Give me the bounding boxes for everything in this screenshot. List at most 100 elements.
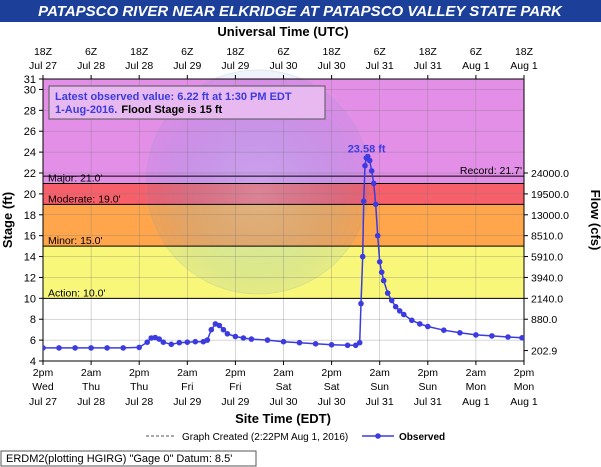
y-tick-label: 14	[24, 252, 36, 264]
y-tick-label: 18	[24, 210, 36, 222]
x-tick-day: Mon	[466, 381, 487, 393]
top-tick-date: Jul 30	[318, 60, 346, 72]
x-tick-time: 2am	[369, 367, 390, 379]
top-tick-time: 18Z	[34, 46, 53, 58]
top-tick-time: 6Z	[374, 46, 387, 58]
observed-point	[417, 321, 423, 327]
observed-point	[368, 168, 375, 174]
x-tick-time: 2am	[273, 367, 294, 379]
right-tick-label: 3940.0	[531, 272, 563, 284]
latest-date: 1-Aug-2016.	[55, 104, 117, 116]
observed-point	[224, 331, 231, 337]
observed-point	[240, 335, 247, 341]
top-tick-time: 18Z	[515, 46, 534, 58]
threshold-label-major: Major: 21.0'	[48, 172, 103, 184]
observed-point	[489, 333, 495, 339]
y-tick-label: 22	[24, 168, 36, 180]
observed-point	[104, 345, 110, 351]
top-tick-date: Jul 28	[125, 60, 153, 72]
observed-point	[380, 277, 387, 284]
top-tick-time: 6Z	[181, 46, 194, 58]
x-tick-time: 2pm	[129, 367, 150, 379]
noaa-logo-icon	[146, 70, 370, 294]
top-tick-date: Jul 31	[414, 60, 442, 72]
right-tick-label: 202.9	[531, 346, 557, 358]
top-tick-time: 6Z	[277, 46, 290, 58]
observed-point	[362, 162, 368, 169]
observed-point	[366, 157, 373, 164]
right-tick-label: 24000.0	[531, 168, 569, 180]
x-tick-time: 2pm	[514, 367, 535, 379]
latest-date-text: 1-Aug-2016. Flood Stage is 15 ft	[55, 104, 223, 116]
observed-point	[356, 339, 363, 346]
top-tick-time: 18Z	[323, 46, 342, 58]
top-tick-time: 18Z	[419, 46, 438, 58]
top-tick-date: Jul 29	[173, 60, 201, 72]
x-tick-day: Sat	[276, 381, 292, 393]
right-tick-label: 19500.0	[531, 189, 569, 201]
y-tick-label: 6	[30, 335, 36, 347]
noaa-watermark	[145, 69, 371, 295]
x-tick-date: Jul 31	[414, 396, 442, 408]
observed-point	[160, 339, 167, 346]
top-tick-time: 6Z	[85, 46, 98, 58]
x-tick-time: 2pm	[225, 367, 246, 379]
x-tick-date: Jul 28	[125, 396, 153, 408]
x-tick-day: Thu	[82, 381, 100, 393]
observed-point	[374, 232, 381, 239]
x-tick-time: 2pm	[321, 367, 342, 379]
observed-series	[43, 153, 524, 351]
threshold-lines: Action: 10.0' Minor: 15.0' Moderate: 19.0'…	[43, 165, 524, 299]
legend-observed: Observed	[399, 432, 445, 443]
observed-point	[43, 345, 46, 351]
observed-point	[72, 345, 78, 351]
observed-point	[359, 253, 366, 260]
x-tick-date: Jul 29	[221, 396, 249, 408]
observed-point	[232, 333, 239, 340]
flood-stage-text: Flood Stage is 15 ft	[121, 104, 222, 116]
right-tick-label: 8510.0	[531, 231, 563, 243]
left-axis-title: Stage (ft)	[0, 192, 15, 248]
y-tick-label: 24	[24, 147, 36, 159]
observed-point	[312, 341, 319, 347]
observed-point	[388, 297, 395, 304]
y-tick-label: 20	[24, 189, 36, 201]
x-tick-day: Mon	[514, 381, 535, 393]
x-tick-time: 2am	[81, 367, 102, 379]
observed-point	[505, 334, 511, 340]
top-tick-date: Jul 28	[77, 60, 105, 72]
legend: Graph Created (2:22PM Aug 1, 2016) Obser…	[146, 432, 445, 443]
top-tick-time: 18Z	[130, 46, 149, 58]
observed-point	[192, 338, 199, 345]
right-tick-label: 13000.0	[531, 210, 569, 222]
observed-point	[168, 341, 175, 348]
right-tick-label: 880.0	[531, 314, 557, 326]
y-tick-label: 12	[24, 272, 36, 284]
y-tick-label: 8	[30, 314, 36, 326]
title-banner	[0, 0, 601, 22]
x-tick-date: Jul 28	[77, 396, 105, 408]
y-tick-label: 4	[30, 356, 36, 368]
y-tick-label: 10	[24, 293, 36, 305]
threshold-label-action: Action: 10.0'	[48, 287, 105, 299]
observed-point	[88, 345, 94, 351]
right-tick-label: 2140.0	[531, 293, 563, 305]
observed-point	[473, 332, 479, 338]
observed-point	[296, 339, 303, 346]
observed-point	[220, 326, 227, 333]
top-tick-time: 6Z	[470, 46, 483, 58]
observed-point	[344, 342, 351, 349]
x-tick-date: Jul 27	[29, 396, 57, 408]
observed-point	[401, 311, 407, 318]
observed-point	[352, 342, 359, 349]
top-tick-time: 18Z	[226, 46, 245, 58]
bottom-axis-title: Site Time (EDT)	[235, 411, 331, 426]
observed-point	[360, 198, 367, 204]
legend-graph-created: Graph Created (2:22PM Aug 1, 2016)	[182, 432, 348, 443]
info-box-frame	[48, 85, 326, 120]
observed-point	[136, 344, 142, 351]
x-tick-day: Thu	[130, 381, 148, 393]
observed-point	[184, 339, 191, 346]
observed-point	[457, 330, 463, 336]
